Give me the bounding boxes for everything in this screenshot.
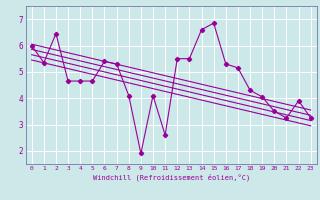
- X-axis label: Windchill (Refroidissement éolien,°C): Windchill (Refroidissement éolien,°C): [92, 173, 250, 181]
